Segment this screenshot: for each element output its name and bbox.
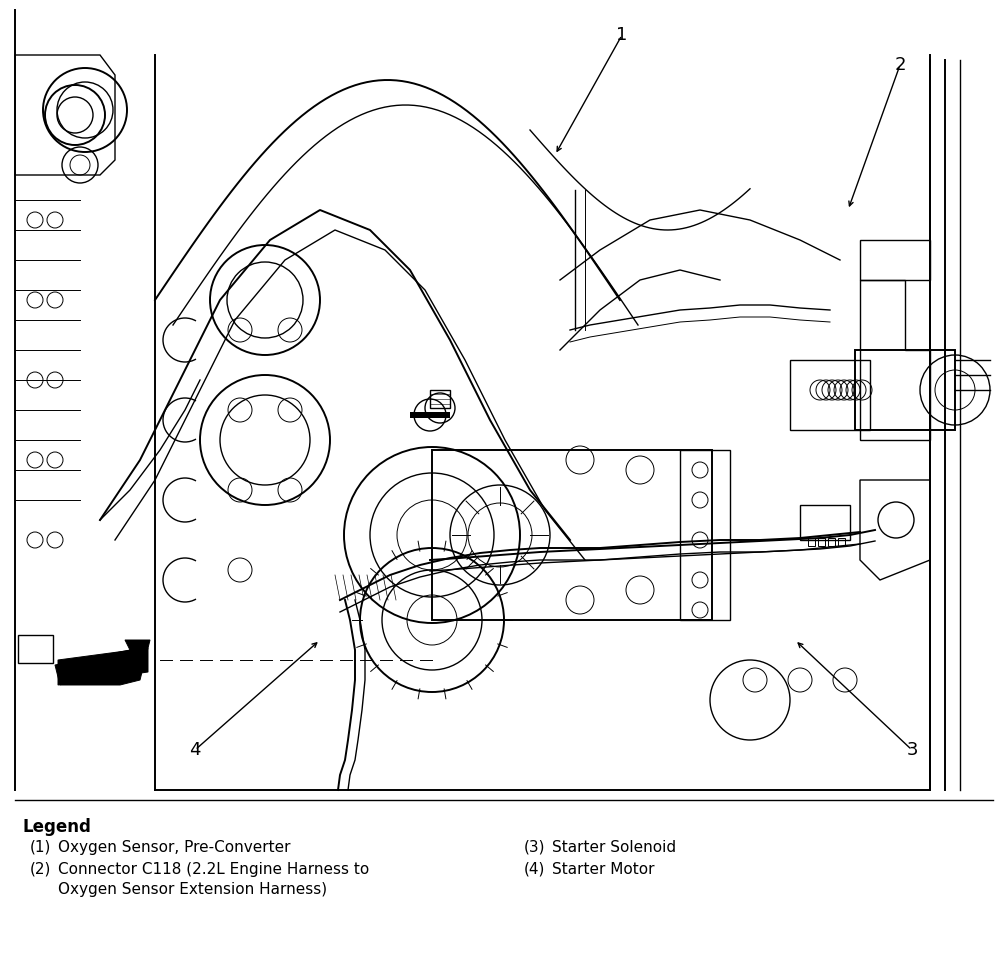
Bar	[430, 390, 450, 408]
Text: Oxygen Sensor, Pre-Converter: Oxygen Sensor, Pre-Converter	[58, 840, 290, 855]
Text: 2: 2	[894, 56, 906, 74]
Text: Legend: Legend	[22, 818, 91, 836]
Text: 1: 1	[616, 26, 628, 44]
Bar	[855, 350, 955, 430]
Text: 3: 3	[906, 741, 917, 759]
Text: Oxygen Sensor Extension Harness): Oxygen Sensor Extension Harness)	[58, 882, 328, 897]
Text: Starter Motor: Starter Motor	[552, 862, 654, 877]
Text: (2): (2)	[30, 862, 51, 877]
Bar	[860, 240, 930, 280]
Bar	[838, 538, 845, 546]
Bar	[410, 412, 450, 418]
Polygon shape	[55, 640, 150, 685]
Text: (4): (4)	[524, 862, 545, 877]
Bar	[818, 538, 825, 546]
Text: Starter Solenoid: Starter Solenoid	[552, 840, 676, 855]
Text: Connector C118 (2.2L Engine Harness to: Connector C118 (2.2L Engine Harness to	[58, 862, 369, 877]
Text: (3): (3)	[524, 840, 545, 855]
Text: 4: 4	[190, 741, 201, 759]
Bar	[808, 538, 815, 546]
Text: (1): (1)	[30, 840, 51, 855]
Bar	[680, 450, 730, 620]
Polygon shape	[58, 648, 148, 685]
Bar	[0, 0, 1008, 800]
Bar	[432, 450, 712, 620]
Bar	[18, 635, 53, 663]
Bar	[800, 505, 850, 540]
Bar	[828, 538, 835, 546]
